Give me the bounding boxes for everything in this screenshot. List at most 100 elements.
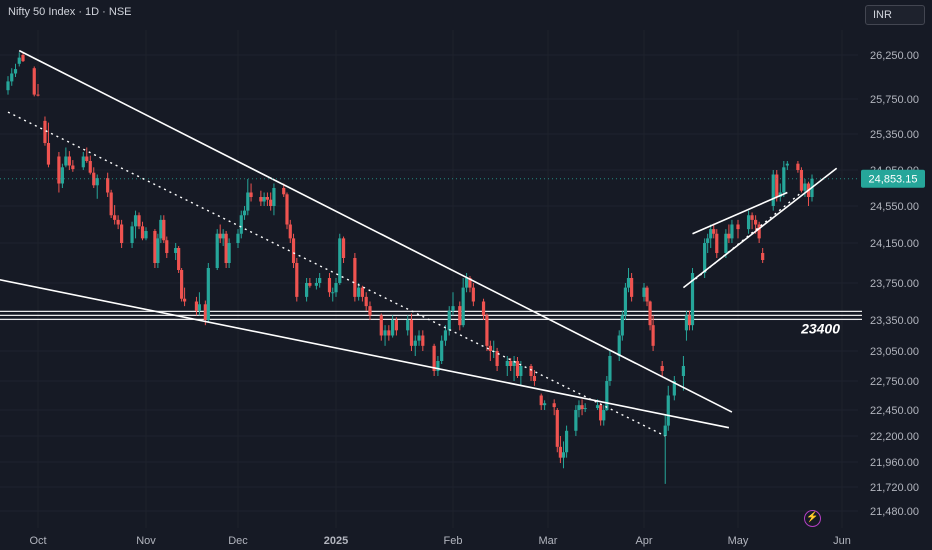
candle [327, 273, 332, 297]
candle [558, 436, 562, 464]
candle [583, 403, 587, 413]
candle-body [608, 356, 612, 381]
candle [461, 278, 465, 328]
candle [383, 325, 387, 346]
candle-body [318, 278, 322, 283]
candle [36, 84, 40, 97]
y-tick-label: 21,720.00 [870, 482, 919, 494]
candle [10, 68, 14, 86]
candle-body [177, 248, 181, 270]
x-tick-label: 2025 [324, 535, 348, 547]
candle-body [162, 219, 166, 241]
candle-body [724, 233, 728, 253]
candle [46, 122, 51, 168]
candle [177, 246, 181, 273]
candle-body [461, 287, 465, 326]
candle [246, 179, 250, 216]
candle [642, 283, 646, 302]
y-tick-label: 26,250.00 [870, 50, 919, 62]
candle-body [272, 188, 276, 206]
candle-body [360, 287, 365, 297]
candle-body [305, 283, 309, 297]
candle-body [159, 219, 163, 239]
currency-button[interactable]: INR [865, 5, 925, 25]
candle-body [666, 395, 670, 426]
candle-body [67, 156, 71, 166]
candle [648, 300, 652, 331]
candle-body [555, 410, 559, 447]
candle-body [106, 178, 110, 193]
candle [197, 292, 202, 316]
candle [13, 63, 18, 77]
lower-wedge-trendline [0, 279, 730, 429]
candle-body [468, 278, 472, 288]
candle-body [218, 233, 222, 239]
candle-body [140, 226, 145, 239]
y-tick-label: 25,350.00 [870, 129, 919, 141]
candle [113, 205, 117, 225]
candle [761, 248, 765, 263]
candle [492, 340, 496, 358]
candle-body [338, 238, 342, 283]
candle-body [519, 366, 523, 376]
candle-body [130, 226, 134, 243]
candle-body [353, 258, 357, 297]
candle-body [706, 238, 710, 243]
candle-body [85, 156, 89, 161]
candle [620, 310, 624, 341]
grid-lines [0, 30, 858, 528]
candle-body [709, 229, 713, 239]
candle [602, 405, 606, 426]
candle [543, 400, 547, 410]
candle-body [206, 268, 210, 320]
candle [626, 268, 631, 293]
candle-body [285, 194, 289, 225]
candle-body [782, 167, 786, 193]
candle [736, 219, 740, 239]
last-price-badge [861, 169, 925, 188]
candle-body [663, 425, 667, 436]
candle-body [532, 376, 537, 381]
candle-body [60, 167, 64, 184]
y-tick-label: 24,550.00 [870, 201, 919, 213]
candle-body [771, 174, 775, 206]
candle [156, 233, 160, 268]
candle [249, 183, 253, 202]
dotted-trendline [7, 111, 666, 437]
candle-body [599, 405, 603, 421]
candle [712, 223, 716, 239]
candle-body [574, 410, 578, 431]
candle [174, 243, 178, 260]
candle [282, 183, 286, 197]
candle-body [249, 192, 253, 197]
lightning-bolt-icon[interactable]: ⚡ [804, 510, 821, 527]
candle-body [215, 233, 219, 268]
candle [532, 370, 537, 386]
candle-body [364, 296, 368, 307]
candle-body [754, 219, 758, 225]
candle-body [17, 57, 21, 64]
candle-body [88, 161, 92, 173]
candle-body [730, 224, 734, 239]
candle-body [180, 270, 184, 299]
candle [495, 347, 499, 371]
candle-body [529, 366, 533, 376]
y-tick-label: 23,750.00 [870, 278, 919, 290]
candle [443, 325, 448, 346]
candle-body [684, 315, 689, 331]
candle [730, 219, 734, 243]
candle [577, 400, 581, 418]
candle [436, 356, 440, 376]
candle-body [515, 361, 520, 376]
candle [120, 219, 124, 248]
candle [750, 212, 754, 230]
candle [485, 313, 489, 351]
candle-body [92, 172, 96, 186]
candle-body [464, 278, 469, 288]
y-tick-label: 25,750.00 [870, 94, 919, 106]
candle-body [757, 224, 761, 239]
candle-body [458, 306, 462, 326]
candle [133, 210, 138, 239]
candle-body [295, 263, 299, 297]
